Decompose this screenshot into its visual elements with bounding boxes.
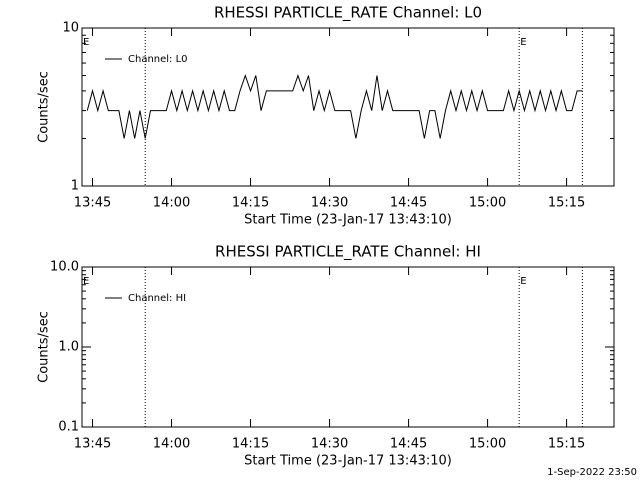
event-label: E (520, 37, 526, 48)
y-tick-label: 10.0 (50, 260, 79, 275)
x-tick-label: 14:45 (390, 437, 427, 452)
legend-label: Channel: L0 (128, 54, 188, 65)
x-tick-label: 14:30 (311, 437, 348, 452)
y-tick-label: 10 (62, 21, 79, 36)
y-axis-label: Counts/sec (37, 311, 52, 383)
event-label: E (83, 276, 89, 287)
data-line (86, 74, 583, 139)
y-tick-label: 1 (71, 179, 79, 194)
x-tick-label: 14:45 (390, 196, 427, 211)
y-axis-label: Counts/sec (37, 71, 52, 143)
x-axis-label: Start Time (23-Jan-17 13:43:10) (244, 454, 452, 469)
chart-title: RHESSI PARTICLE_RATE Channel: L0 (214, 4, 482, 23)
x-tick-label: 15:15 (548, 196, 585, 211)
x-tick-label: 13:45 (74, 437, 111, 452)
x-axis-label: Start Time (23-Jan-17 13:43:10) (244, 213, 452, 228)
y-tick-label: 0.1 (58, 420, 79, 435)
event-label: E (520, 276, 526, 287)
event-label: E (83, 37, 89, 48)
x-tick-label: 14:00 (153, 196, 190, 211)
footer: 1-Sep-2022 23:50 (547, 467, 637, 478)
y-tick-label: 1.0 (58, 340, 79, 355)
chart-title: RHESSI PARTICLE_RATE Channel: HI (215, 243, 481, 262)
plot-frame (81, 27, 615, 187)
x-tick-label: 15:15 (548, 437, 585, 452)
x-tick-label: 14:00 (153, 437, 190, 452)
x-tick-label: 14:15 (232, 196, 269, 211)
x-tick-label: 13:45 (74, 196, 111, 211)
x-tick-label: 14:30 (311, 196, 348, 211)
x-tick-label: 14:15 (232, 437, 269, 452)
legend-label: Channel: HI (128, 293, 186, 304)
x-tick-label: 15:00 (469, 437, 506, 452)
x-tick-label: 15:00 (469, 196, 506, 211)
